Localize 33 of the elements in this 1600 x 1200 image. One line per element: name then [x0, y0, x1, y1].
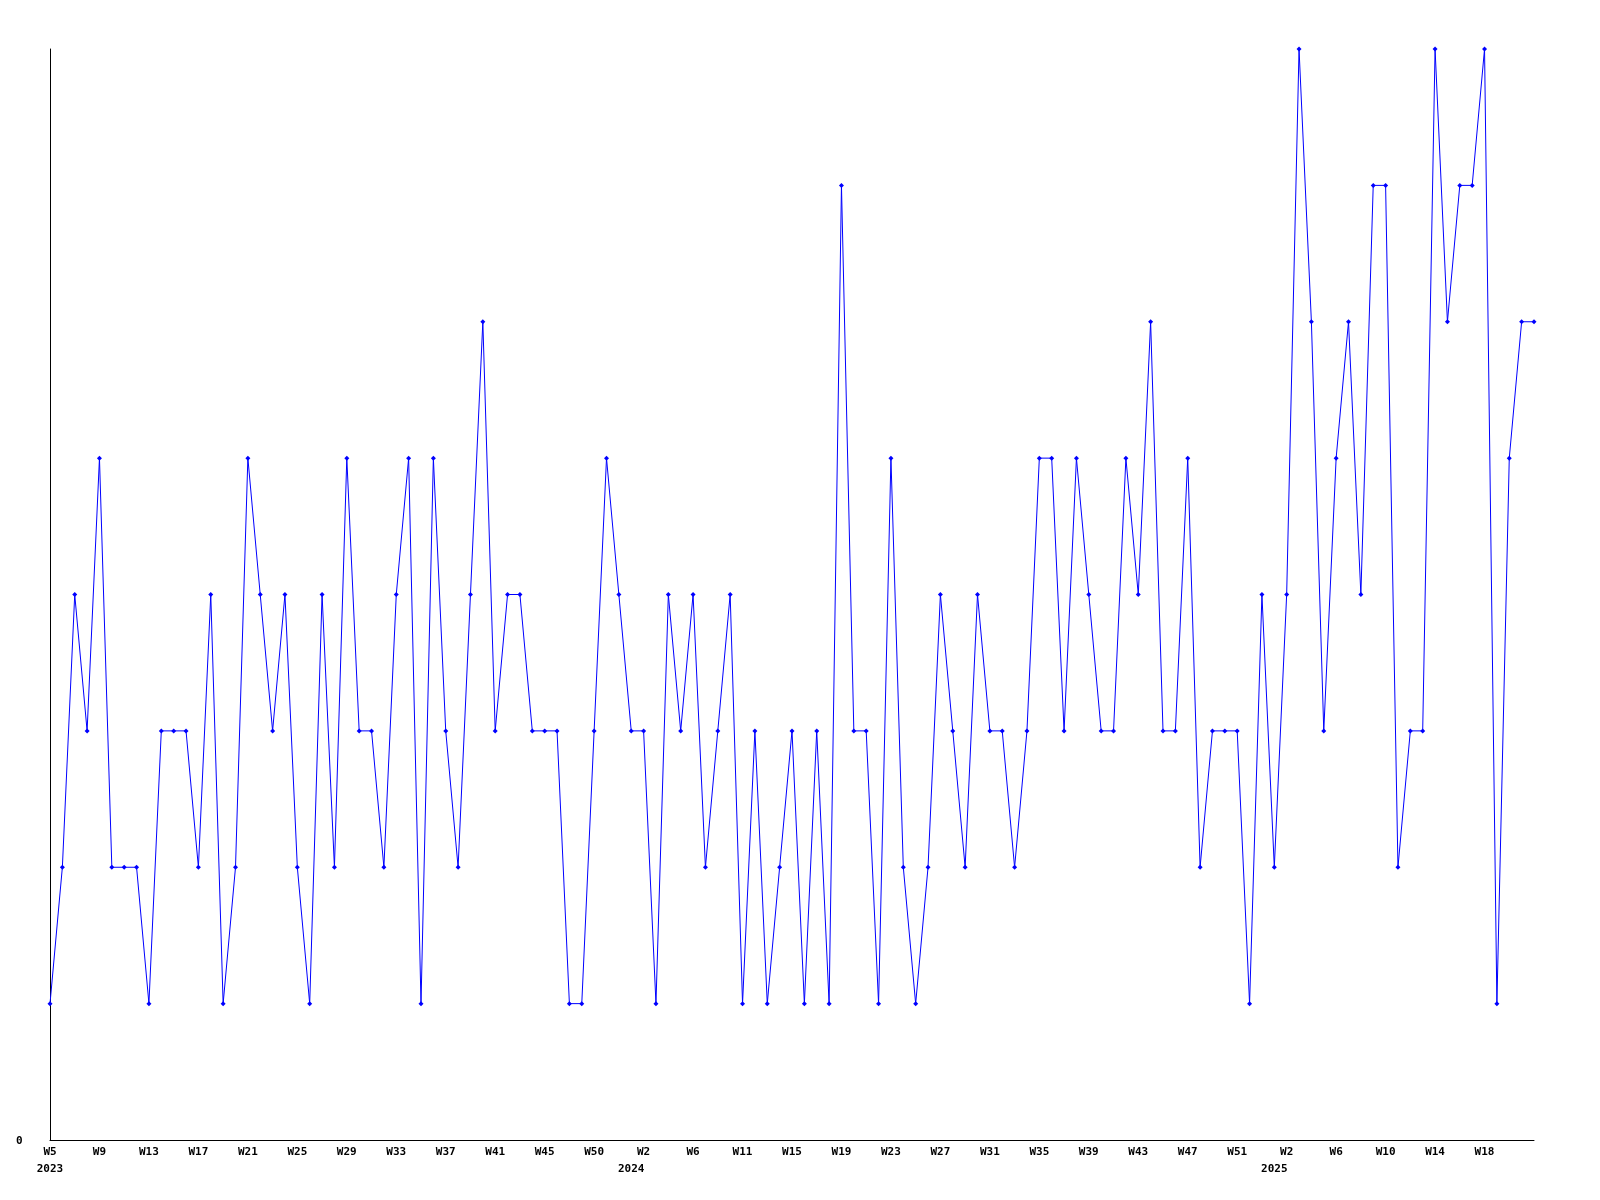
x-tick-label: W21 [237, 1145, 259, 1158]
x-tick-label: W27 [930, 1145, 951, 1158]
x-tick-label: W51 [1227, 1145, 1248, 1158]
x-tick-label: W13 [139, 1145, 159, 1158]
x-tick-label: W43 [1128, 1145, 1149, 1158]
x-tick-label: W18 [1474, 1145, 1495, 1158]
x-tick-label: W41 [485, 1145, 506, 1158]
x-tick-label: W17 [188, 1145, 209, 1158]
x-tick-label: W6 [1329, 1145, 1344, 1158]
x-tick-label: W9 [92, 1145, 107, 1158]
x-tick-label: W31 [979, 1145, 1001, 1158]
x-tick-label: W5 2023 [36, 1145, 64, 1175]
x-tick-label: W2 [1280, 1145, 1294, 1158]
x-tick-label: W33 [386, 1145, 407, 1158]
x-tick-label: 2025 [1261, 1162, 1288, 1175]
x-tick-label: W45 [534, 1145, 555, 1158]
x-tick-label: W25 [287, 1145, 308, 1158]
x-tick-label: 2024 [617, 1162, 645, 1175]
x-tick-label: W11 [732, 1145, 753, 1158]
x-tick-label: W29 [336, 1145, 357, 1158]
x-tick-label: W14 [1425, 1145, 1446, 1158]
x-tick-label: W19 [831, 1145, 852, 1158]
x-tick-label: W35 [1029, 1145, 1050, 1158]
x-tick-label: W50 [584, 1145, 605, 1158]
x-tick-label: W39 [1078, 1145, 1099, 1158]
x-tick-label: W47 [1177, 1145, 1198, 1158]
x-tick-label: W10 [1375, 1145, 1396, 1158]
x-tick-label: W15 [782, 1145, 802, 1158]
x-tick-label: W2 [636, 1145, 651, 1158]
x-tick-label: W23 [881, 1145, 901, 1158]
x-tick-label: W6 [686, 1145, 701, 1158]
text: 0 [16, 1134, 23, 1147]
x-tick-label: W37 [435, 1145, 456, 1158]
